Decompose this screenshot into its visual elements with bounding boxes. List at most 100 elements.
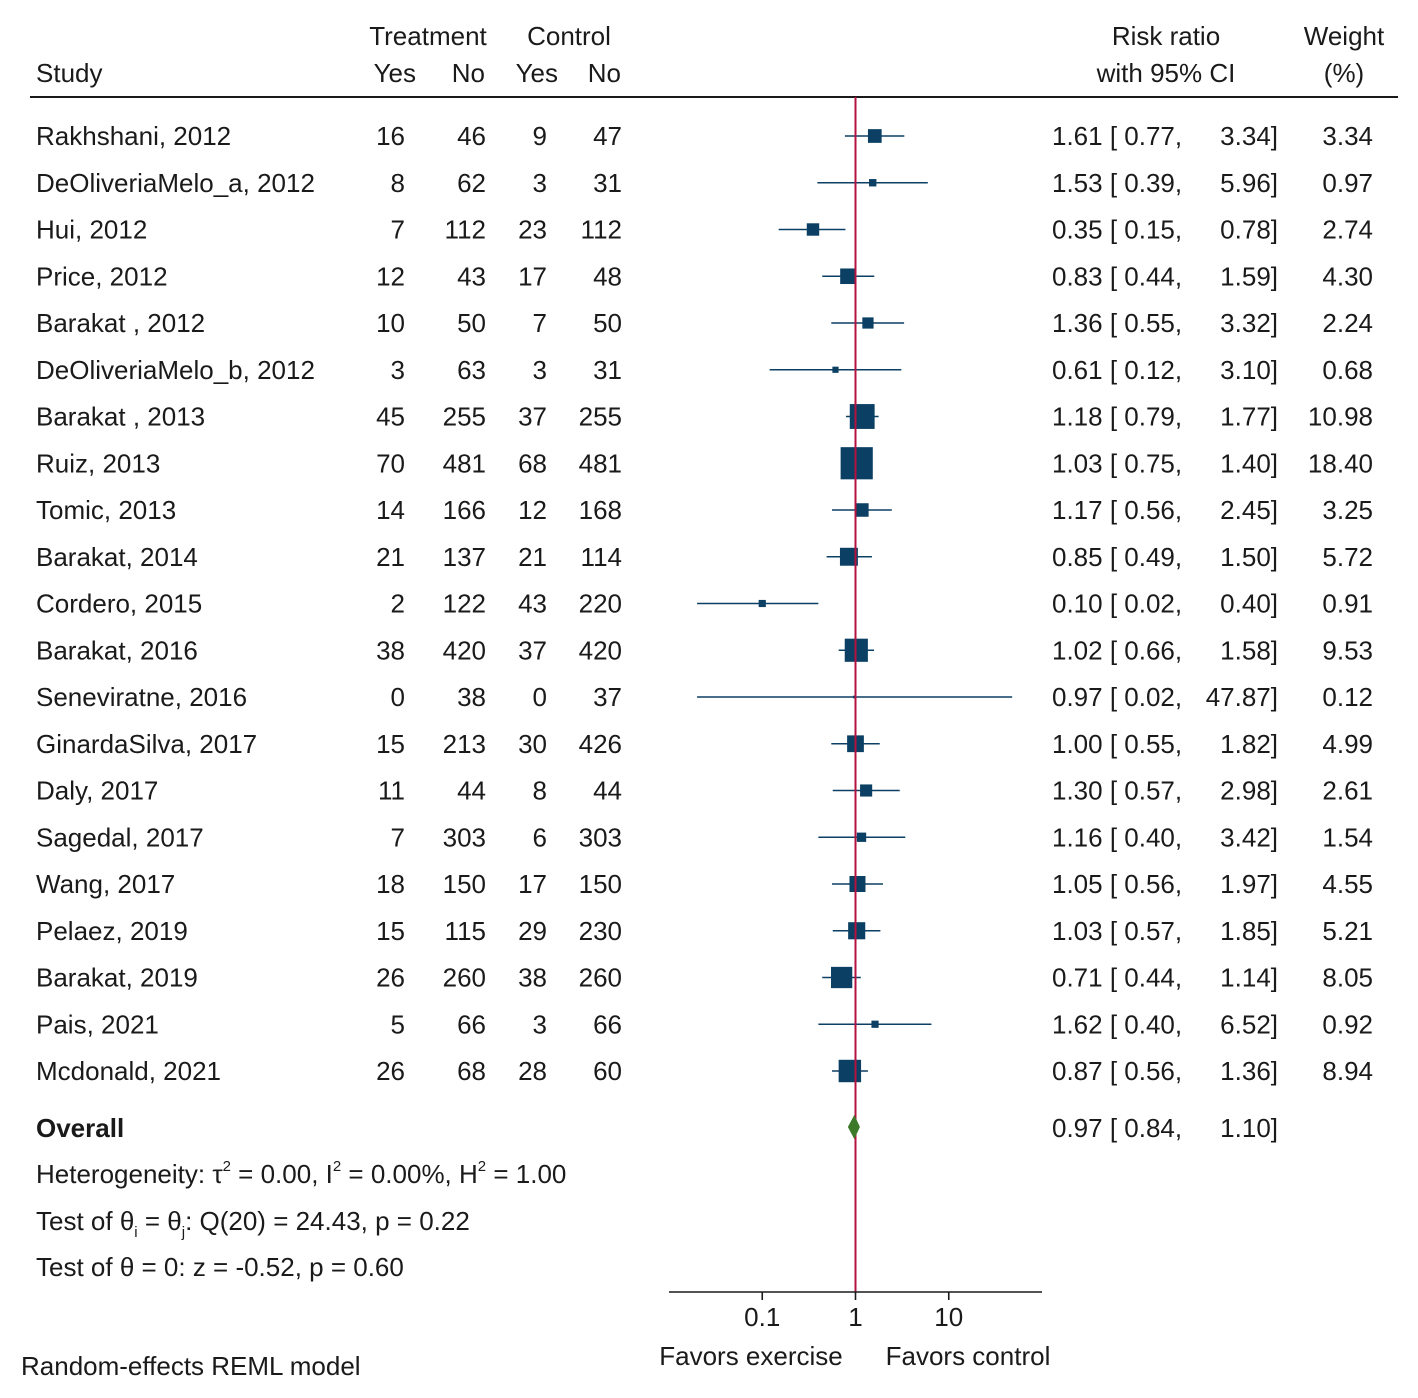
study-header: Study [36, 58, 103, 88]
study-name: Ruiz, 2013 [36, 448, 160, 478]
weight-value: 5.72 [1322, 542, 1373, 572]
ci-upper-value: 47.87] [1206, 682, 1278, 712]
control-yes-value: 37 [518, 402, 547, 432]
effect-marker [806, 223, 820, 236]
weight-value: 0.97 [1322, 168, 1373, 198]
effect-marker [852, 695, 856, 699]
risk-ratio-value: 1.30 [ 0.57, [1052, 776, 1182, 806]
control-yes-value: 0 [533, 682, 547, 712]
control-yes-value: 7 [533, 308, 547, 338]
treatment-no-value: 420 [443, 635, 486, 665]
control-yes-header: Yes [516, 58, 558, 88]
control-no-value: 220 [579, 589, 622, 619]
effect-marker [869, 179, 877, 187]
treatment-yes-value: 45 [376, 402, 405, 432]
risk-ratio-value: 0.61 [ 0.12, [1052, 355, 1182, 385]
control-no-value: 420 [579, 635, 622, 665]
control-no-value: 112 [581, 215, 622, 245]
ci-upper-value: 3.34] [1220, 121, 1278, 151]
treatment-no-value: 122 [443, 589, 486, 619]
effect-marker [849, 876, 866, 892]
treatment-yes-value: 7 [391, 215, 405, 245]
effect-marker [848, 922, 866, 940]
weight-value: 8.05 [1322, 963, 1373, 993]
test-zero-stat: Test of θ = 0: z = -0.52, p = 0.60 [36, 1252, 404, 1282]
control-yes-value: 6 [533, 822, 547, 852]
ci-header: with 95% CI [1096, 58, 1236, 88]
effect-marker [839, 547, 858, 566]
weight-value: 2.61 [1322, 776, 1373, 806]
risk-ratio-value: 1.17 [ 0.56, [1052, 495, 1182, 525]
ci-upper-value: 5.96] [1220, 168, 1278, 198]
risk-ratio-value: 0.85 [ 0.49, [1052, 542, 1182, 572]
control-no-value: 66 [593, 1009, 622, 1039]
treatment-no-value: 150 [443, 869, 486, 899]
study-name: Hui, 2012 [36, 215, 147, 245]
ci-upper-value: 2.45] [1220, 495, 1278, 525]
effect-marker [855, 503, 869, 517]
control-yes-value: 17 [518, 261, 547, 291]
study-name: Mcdonald, 2021 [36, 1056, 221, 1086]
overall-label: Overall [36, 1113, 124, 1143]
control-yes-value: 17 [518, 869, 547, 899]
x-tick-label: 10 [934, 1302, 963, 1332]
weight-value: 5.21 [1322, 916, 1373, 946]
study-name: Seneviratne, 2016 [36, 682, 247, 712]
control-no-value: 47 [593, 121, 622, 151]
ci-upper-value: 3.10] [1220, 355, 1278, 385]
effect-marker [758, 599, 766, 608]
treatment-yes-value: 38 [376, 635, 405, 665]
control-no-value: 426 [579, 729, 622, 759]
treatment-no-value: 137 [443, 542, 486, 572]
ci-upper-value: 1.36] [1220, 1056, 1278, 1086]
control-yes-value: 8 [533, 776, 547, 806]
treatment-no-value: 213 [443, 729, 486, 759]
study-name: Rakhshani, 2012 [36, 121, 231, 151]
control-no-value: 60 [593, 1056, 622, 1086]
ci-upper-value: 2.98] [1220, 776, 1278, 806]
study-name: DeOliveriaMelo_a, 2012 [36, 168, 315, 198]
ci-upper-value: 1.77] [1220, 402, 1278, 432]
study-name: Barakat, 2019 [36, 963, 198, 993]
effect-marker [849, 404, 875, 429]
control-yes-value: 9 [533, 121, 547, 151]
control-yes-value: 43 [518, 589, 547, 619]
treatment-no-value: 44 [457, 776, 486, 806]
weight-value: 0.12 [1322, 682, 1373, 712]
treatment-yes-value: 7 [391, 822, 405, 852]
risk-ratio-value: 0.71 [ 0.44, [1052, 963, 1182, 993]
overall-diamond [847, 1114, 860, 1140]
effect-marker [838, 1059, 862, 1083]
treatment-yes-value: 26 [376, 1056, 405, 1086]
weight-value: 9.53 [1322, 635, 1373, 665]
control-yes-value: 3 [533, 168, 547, 198]
treatment-yes-header: Yes [374, 58, 416, 88]
risk-ratio-value: 1.53 [ 0.39, [1052, 168, 1182, 198]
treatment-header: Treatment [369, 21, 487, 51]
weight-value: 4.55 [1322, 869, 1373, 899]
effect-marker [862, 317, 874, 329]
study-name: Tomic, 2013 [36, 495, 176, 525]
ci-upper-value: 1.40] [1220, 448, 1278, 478]
treatment-no-value: 46 [457, 121, 486, 151]
treatment-yes-value: 2 [391, 589, 405, 619]
study-name: GinardaSilva, 2017 [36, 729, 257, 759]
control-no-value: 260 [579, 963, 622, 993]
model-note: Random-effects REML model [21, 1351, 361, 1381]
study-name: Daly, 2017 [36, 776, 158, 806]
study-name: Pelaez, 2019 [36, 916, 188, 946]
effect-marker [840, 268, 856, 285]
treatment-yes-value: 15 [376, 916, 405, 946]
treatment-yes-value: 18 [376, 869, 405, 899]
ci-upper-value: 1.50] [1220, 542, 1278, 572]
risk-ratio-value: 0.83 [ 0.44, [1052, 261, 1182, 291]
control-yes-value: 21 [518, 542, 547, 572]
risk-ratio-value: 1.18 [ 0.79, [1052, 402, 1182, 432]
risk-ratio-value: 0.35 [ 0.15, [1052, 215, 1182, 245]
ci-upper-value: 3.42] [1220, 822, 1278, 852]
control-no-header: No [588, 58, 621, 88]
treatment-no-value: 255 [443, 402, 486, 432]
risk-ratio-value: 1.36 [ 0.55, [1052, 308, 1182, 338]
treatment-yes-value: 14 [376, 495, 405, 525]
treatment-no-value: 50 [457, 308, 486, 338]
